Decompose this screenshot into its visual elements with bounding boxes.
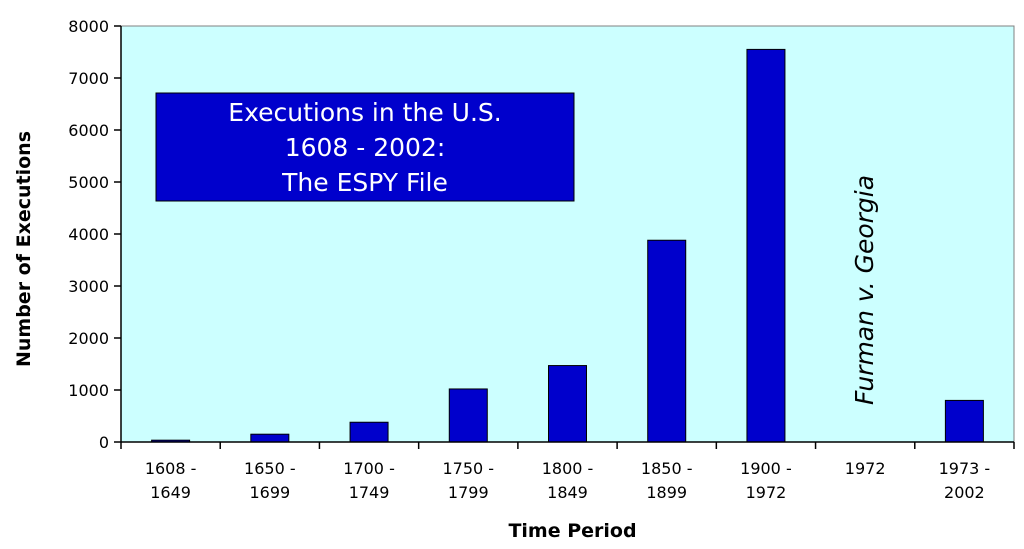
x-tick-label: 1800 -1849 — [542, 459, 594, 502]
bar-8 — [944, 399, 984, 443]
bar-5 — [647, 239, 687, 443]
y-tick-label: 4000 — [68, 225, 109, 244]
chart-title-line: 1608 - 2002: — [285, 133, 446, 162]
title-box-background — [155, 92, 575, 202]
bar-2 — [349, 421, 389, 443]
x-tick-label: 1900 -1972 — [740, 459, 792, 502]
bar-3 — [448, 388, 488, 443]
y-tick-label: 6000 — [68, 121, 109, 140]
y-tick-label: 0 — [99, 433, 109, 452]
y-tick-label: 7000 — [68, 69, 109, 88]
bar-1 — [250, 433, 290, 443]
y-tick-label: 3000 — [68, 277, 109, 296]
x-tick-label: 1850 -1899 — [641, 459, 693, 502]
y-tick-label: 5000 — [68, 173, 109, 192]
y-tick-label: 2000 — [68, 329, 109, 348]
x-tick-label: 1972 — [845, 459, 886, 478]
chart-title-box: Executions in the U.S. 1608 - 2002: The ES… — [155, 92, 575, 202]
y-axis: 0 1000 2000 3000 4000 5000 6000 7000 8000 — [68, 17, 122, 452]
x-tick-label: 1650 -1699 — [244, 459, 296, 502]
chart-title-line: The ESPY File — [281, 168, 448, 197]
y-tick-label: 1000 — [68, 381, 109, 400]
x-axis-title: Time Period — [508, 520, 636, 542]
bar-4 — [548, 365, 587, 443]
x-tick-label: 1973 -2002 — [939, 459, 991, 502]
annotation-furman-v-georgia: Furman v. Georgia — [850, 175, 879, 405]
y-axis-title: Number of Executions — [13, 131, 35, 367]
chart-title-line: Executions in the U.S. — [228, 98, 501, 127]
x-axis: 1608 -1649 1650 -1699 1700 -1749 1750 -1799… — [120, 441, 1015, 502]
x-tick-label: 1750 -1799 — [442, 459, 494, 502]
y-tick-label: 8000 — [68, 17, 109, 36]
bars — [151, 48, 984, 443]
bar-6 — [746, 48, 786, 443]
x-tick-label: 1700 -1749 — [343, 459, 395, 502]
x-tick-label: 1608 -1649 — [145, 459, 197, 502]
